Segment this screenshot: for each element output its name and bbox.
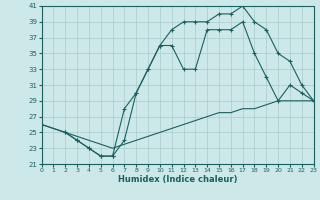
X-axis label: Humidex (Indice chaleur): Humidex (Indice chaleur)	[118, 175, 237, 184]
